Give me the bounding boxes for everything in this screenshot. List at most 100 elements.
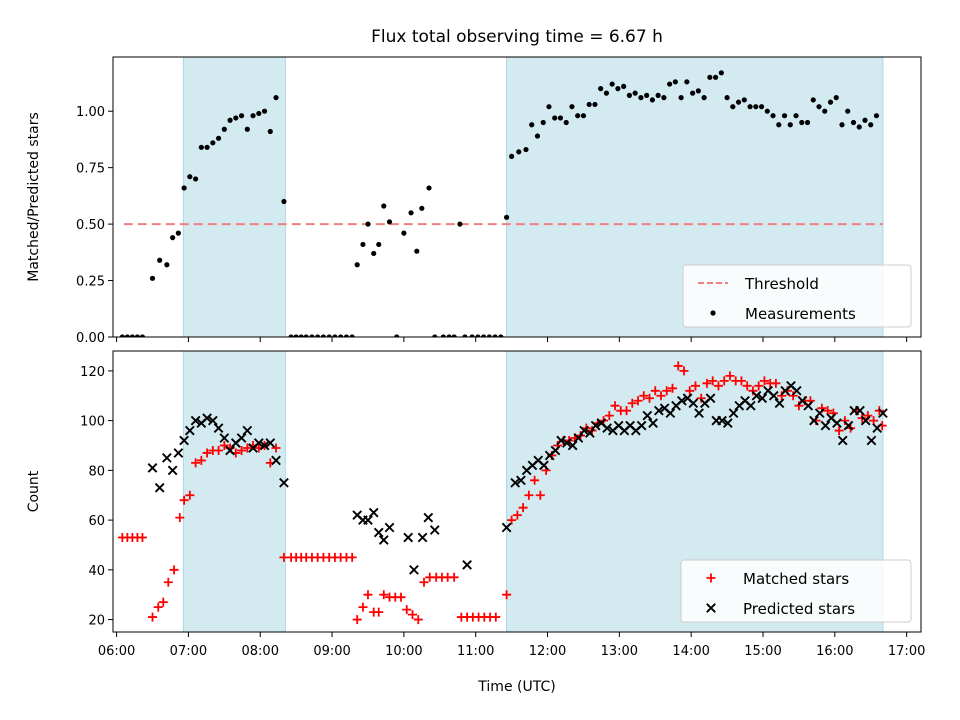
- predicted-point: [567, 440, 578, 451]
- predicted-point: [202, 413, 212, 424]
- measurement-point: [678, 95, 684, 101]
- matched-point: [627, 398, 637, 408]
- predicted-point: [550, 445, 561, 456]
- predicted-point: [501, 522, 512, 533]
- measurement-point: [475, 334, 481, 337]
- measurement-point: [492, 334, 498, 337]
- measurement-point: [540, 119, 546, 126]
- measurement-point: [586, 101, 592, 108]
- measurement-point: [833, 95, 839, 101]
- measurement-point: [845, 108, 851, 114]
- measurement-point: [516, 149, 522, 155]
- measurement-point: [469, 334, 475, 337]
- legend-box: [680, 559, 912, 623]
- predicted-point: [403, 532, 414, 543]
- measurement-point: [534, 133, 541, 139]
- predicted-point: [722, 418, 733, 428]
- measurement-point: [856, 124, 862, 130]
- measurement-point: [238, 113, 245, 119]
- measurement-point: [868, 122, 874, 128]
- predicted-point: [253, 438, 264, 448]
- measurement-point: [735, 99, 742, 105]
- predicted-point: [803, 400, 814, 411]
- axes-frame: [112, 56, 922, 338]
- axes-frame: [112, 350, 922, 633]
- measurement-point: [273, 95, 279, 101]
- measurement-point: [215, 135, 222, 141]
- predicted-point: [516, 475, 526, 486]
- matched-point: [518, 503, 528, 513]
- measurement-point: [457, 221, 463, 227]
- matched-point: [650, 386, 660, 396]
- matched-point: [347, 552, 357, 562]
- measurement-point: [810, 97, 816, 103]
- predicted-point: [510, 477, 521, 488]
- y-tick-label: 80: [88, 464, 105, 479]
- matched-point: [748, 386, 758, 396]
- measurement-point: [446, 334, 452, 337]
- measurement-point: [718, 70, 724, 76]
- measurement-point: [360, 241, 366, 248]
- predicted-point: [837, 435, 848, 446]
- matched-point: [777, 391, 787, 401]
- y-tick-label: 0.75: [76, 162, 105, 177]
- matched-point: [413, 615, 423, 625]
- matched-point: [834, 426, 844, 436]
- measurement-point: [381, 203, 387, 209]
- measurement-point: [250, 113, 256, 119]
- predicted-point: [820, 420, 831, 431]
- measurement-point: [873, 113, 880, 119]
- measurement-point: [244, 126, 250, 132]
- measurement-point: [690, 90, 696, 96]
- measurement-point: [175, 230, 181, 236]
- x-tick-label: 08:00: [242, 644, 279, 659]
- y-tick-label: 1.00: [76, 105, 105, 120]
- measurement-point: [386, 219, 393, 225]
- predicted-point: [653, 405, 664, 416]
- legend: Matched stars Predicted stars: [680, 559, 912, 623]
- predicted-point: [147, 463, 158, 473]
- predicted-point: [271, 455, 281, 466]
- predicted-point: [590, 420, 601, 431]
- y-tick-label: 0.50: [76, 218, 105, 233]
- predicted-point: [154, 482, 165, 493]
- measurement-point: [414, 248, 420, 254]
- matched-point: [702, 378, 712, 388]
- matched-point: [374, 607, 384, 617]
- predicted-point: [745, 400, 756, 411]
- matched-point: [379, 590, 389, 600]
- matched-point: [794, 401, 804, 411]
- measurement-point: [181, 185, 187, 191]
- legend-label: Predicted stars: [743, 600, 855, 618]
- matched-point: [679, 366, 689, 376]
- measurement-point: [440, 334, 446, 337]
- predicted-point: [866, 435, 877, 446]
- matched-point: [148, 612, 158, 622]
- matched-point: [713, 381, 723, 391]
- measurement-point: [615, 86, 621, 92]
- measurement-point: [256, 110, 262, 117]
- predicted-point: [843, 420, 854, 431]
- predicted-point: [378, 535, 389, 545]
- measurement-point: [326, 334, 332, 337]
- legend-box: [682, 264, 912, 328]
- measurement-point: [741, 97, 747, 103]
- measurement-point: [204, 144, 210, 150]
- y-tick-label: 20: [88, 614, 105, 629]
- measurement-point: [498, 334, 504, 337]
- predicted-point: [791, 385, 802, 396]
- measurement-point: [426, 185, 432, 191]
- predicted-point: [562, 438, 572, 448]
- predicted-point: [219, 433, 230, 443]
- measurement-point: [210, 140, 216, 146]
- measurement-point: [850, 119, 857, 126]
- matched-point: [633, 396, 643, 406]
- measurement-point: [569, 104, 575, 110]
- predicted-point: [363, 515, 373, 525]
- predicted-point: [855, 405, 865, 416]
- matched-point: [137, 533, 147, 543]
- legend: Threshold Measurements: [682, 264, 912, 328]
- measurement-point: [298, 334, 304, 337]
- measurement-point: [603, 90, 610, 96]
- matched-point: [719, 376, 729, 386]
